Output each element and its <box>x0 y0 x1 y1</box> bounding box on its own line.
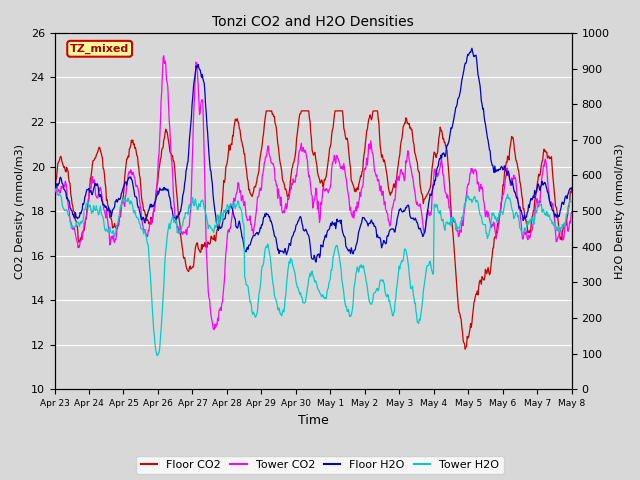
Y-axis label: CO2 Density (mmol/m3): CO2 Density (mmol/m3) <box>15 144 25 278</box>
Legend: Floor CO2, Tower CO2, Floor H2O, Tower H2O: Floor CO2, Tower CO2, Floor H2O, Tower H… <box>136 456 504 474</box>
Title: Tonzi CO2 and H2O Densities: Tonzi CO2 and H2O Densities <box>212 15 414 29</box>
Text: TZ_mixed: TZ_mixed <box>70 44 129 54</box>
Y-axis label: H2O Density (mmol/m3): H2O Density (mmol/m3) <box>615 144 625 279</box>
X-axis label: Time: Time <box>298 414 328 427</box>
